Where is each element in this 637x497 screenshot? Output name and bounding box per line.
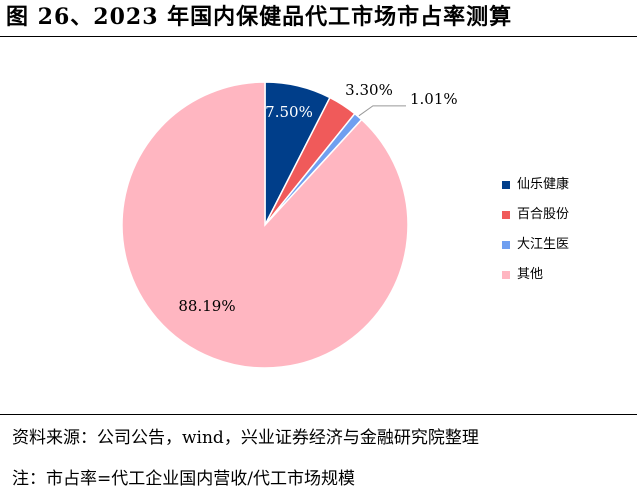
legend-label: 百合股份	[517, 207, 570, 222]
note-text: 注：市占率=代工企业国内营收/代工市场规模	[12, 469, 355, 489]
legend-label: 仙乐健康	[517, 177, 570, 192]
legend-label: 其他	[517, 267, 544, 282]
slice-other	[121, 81, 409, 369]
legend-label: 大江生医	[517, 237, 570, 252]
label-other: 88.19%	[178, 297, 235, 315]
label-dajiang: 1.01%	[410, 90, 458, 108]
legend-item-baihe: 百合股份	[502, 200, 569, 230]
legend-swatch	[502, 211, 510, 219]
legend-item-dajiang: 大江生医	[502, 230, 569, 260]
legend-item-xianle: 仙乐健康	[502, 170, 569, 200]
leader-lines	[358, 105, 406, 117]
title-rule	[0, 36, 637, 37]
pie-chart: 7.50% 3.30% 1.01% 88.19%	[121, 81, 458, 369]
source-rule	[0, 414, 637, 415]
legend-item-other: 其他	[502, 260, 569, 290]
legend-swatch	[502, 181, 510, 189]
legend-swatch	[502, 271, 510, 279]
pie-slices	[121, 81, 409, 369]
data-labels: 7.50% 3.30% 1.01% 88.19%	[178, 81, 457, 315]
label-baihe: 3.30%	[345, 81, 393, 99]
figure-title: 图 26、2023 年国内保健品代工市场市占率测算	[6, 4, 513, 30]
leader-line-dajiang	[358, 105, 406, 117]
source-text: 资料来源：公司公告，wind，兴业证券经济与金融研究院整理	[12, 428, 479, 448]
label-xianle: 7.50%	[265, 103, 313, 121]
chart-legend: 仙乐健康 百合股份 大江生医 其他	[502, 170, 569, 290]
legend-swatch	[502, 241, 510, 249]
